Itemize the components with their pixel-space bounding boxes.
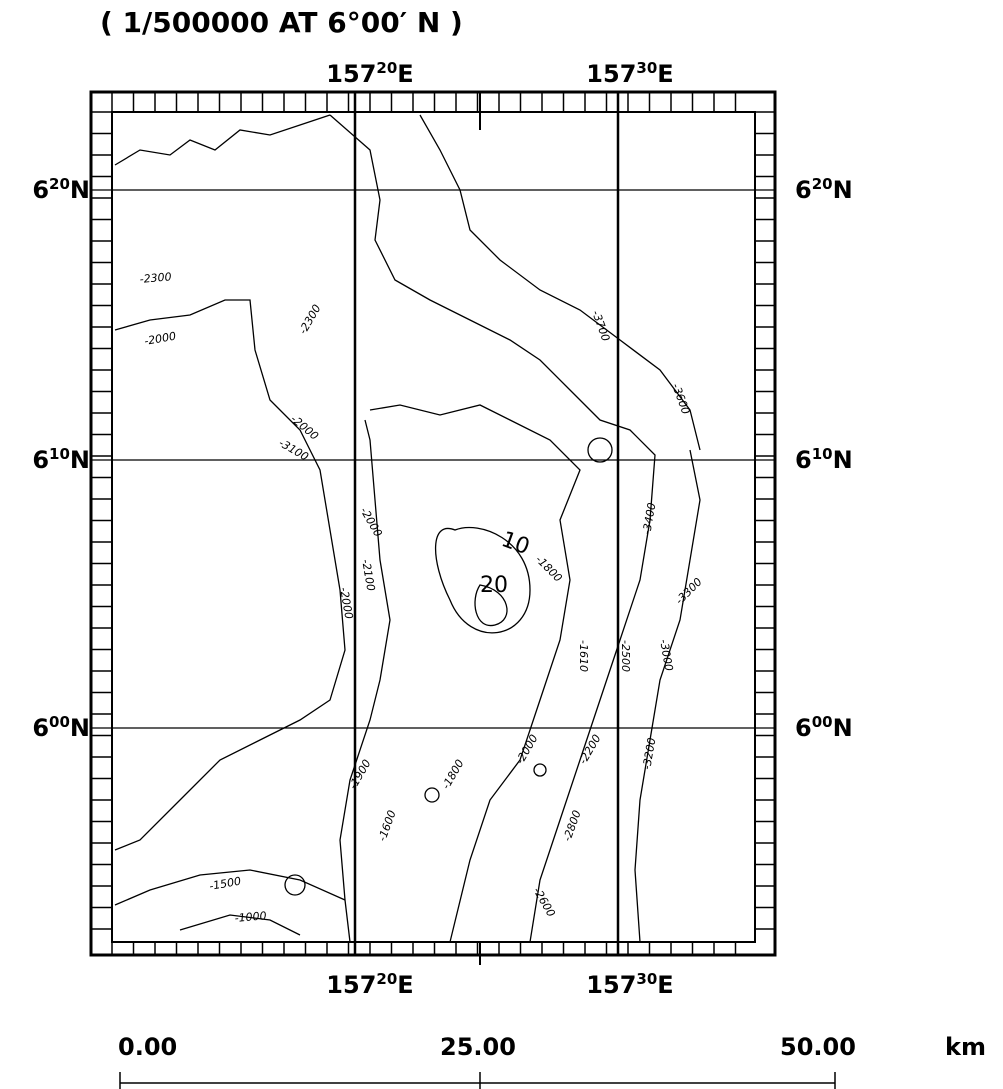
contour-label: -2200	[576, 732, 603, 766]
coordinate-deg: 6	[32, 714, 49, 742]
contour-label: -2300	[296, 302, 323, 336]
coordinate-min: 30	[636, 970, 657, 988]
coordinate-min: 00	[49, 713, 70, 731]
contour-label: -2000	[337, 586, 355, 620]
coordinate-hemi: N	[70, 176, 90, 204]
coordinate-deg: 6	[795, 176, 812, 204]
contour-label: -1500	[208, 875, 242, 893]
contours	[115, 115, 700, 942]
contour-label: -2100	[359, 558, 377, 592]
coordinate-hemi: N	[833, 446, 853, 474]
contour-label: -2300	[139, 270, 172, 286]
map-title: ( 1/500000 AT 6°00′ N )	[100, 6, 463, 39]
scale-tick-label: 0.00	[118, 1033, 177, 1061]
coordinate-deg: 6	[32, 176, 49, 204]
coordinate-hemi: N	[833, 714, 853, 742]
coordinate-label: 15730E	[586, 970, 673, 999]
coordinate-min: 20	[49, 175, 70, 193]
coordinate-hemi: E	[397, 60, 413, 88]
contour-label: -1600	[376, 809, 399, 843]
coordinate-hemi: N	[70, 446, 90, 474]
scale-unit: km	[945, 1033, 986, 1061]
coordinate-label: 15720E	[326, 970, 413, 999]
coordinate-label: 610N	[32, 445, 90, 474]
coordinate-label: 620N	[795, 175, 853, 204]
coordinate-min: 10	[812, 445, 833, 463]
contour-label: -2500	[619, 640, 632, 672]
contour-label: -2000	[513, 732, 540, 766]
coordinate-label: 620N	[32, 175, 90, 204]
coordinate-deg: 157	[586, 60, 636, 88]
coordinate-hemi: E	[657, 971, 673, 999]
coordinate-min: 10	[49, 445, 70, 463]
coordinate-label: 15720E	[326, 59, 413, 88]
contour-label: -1800	[533, 553, 565, 585]
coordinate-hemi: N	[833, 176, 853, 204]
contour-label: -1000	[234, 909, 267, 925]
coordinate-deg: 157	[326, 60, 376, 88]
contour-label: -2800	[561, 809, 584, 843]
coordinate-min: 20	[376, 59, 397, 77]
contour-label: -3400	[640, 502, 658, 536]
contour-label: -2000	[357, 505, 384, 539]
coordinate-label: 600N	[32, 713, 90, 742]
contour-label: -3700	[589, 309, 612, 343]
coordinate-deg: 6	[32, 446, 49, 474]
scale-tick-label: 50.00	[780, 1033, 856, 1061]
coordinate-min: 20	[812, 175, 833, 193]
coordinate-deg: 6	[795, 714, 812, 742]
coordinate-min: 20	[376, 970, 397, 988]
coordinate-label: 15730E	[586, 59, 673, 88]
coordinate-deg: 157	[326, 971, 376, 999]
contour-label: -1800	[439, 757, 466, 791]
coordinate-deg: 6	[795, 446, 812, 474]
coordinate-min: 00	[812, 713, 833, 731]
contour-label: -2000	[143, 330, 177, 348]
contour-label: -3600	[669, 382, 692, 416]
contour-label: 20	[480, 573, 508, 598]
contour-label: -3300	[673, 575, 705, 607]
contour-label: -3200	[640, 737, 658, 771]
contour-label: 10	[498, 527, 533, 560]
contour-label: -1610	[577, 640, 590, 672]
contour-label: -1900	[346, 757, 373, 791]
coordinate-hemi: E	[397, 971, 413, 999]
coordinate-label: 610N	[795, 445, 853, 474]
map-frame	[91, 92, 775, 965]
map-figure: ( 1/500000 AT 6°00′ N ) 15720E15720E1573…	[0, 0, 1003, 1089]
scale-bar	[120, 1072, 835, 1089]
coordinate-hemi: N	[70, 714, 90, 742]
coordinate-min: 30	[636, 59, 657, 77]
scale-tick-label: 25.00	[440, 1033, 516, 1061]
coordinate-hemi: E	[657, 60, 673, 88]
coordinate-label: 600N	[795, 713, 853, 742]
coordinate-deg: 157	[586, 971, 636, 999]
